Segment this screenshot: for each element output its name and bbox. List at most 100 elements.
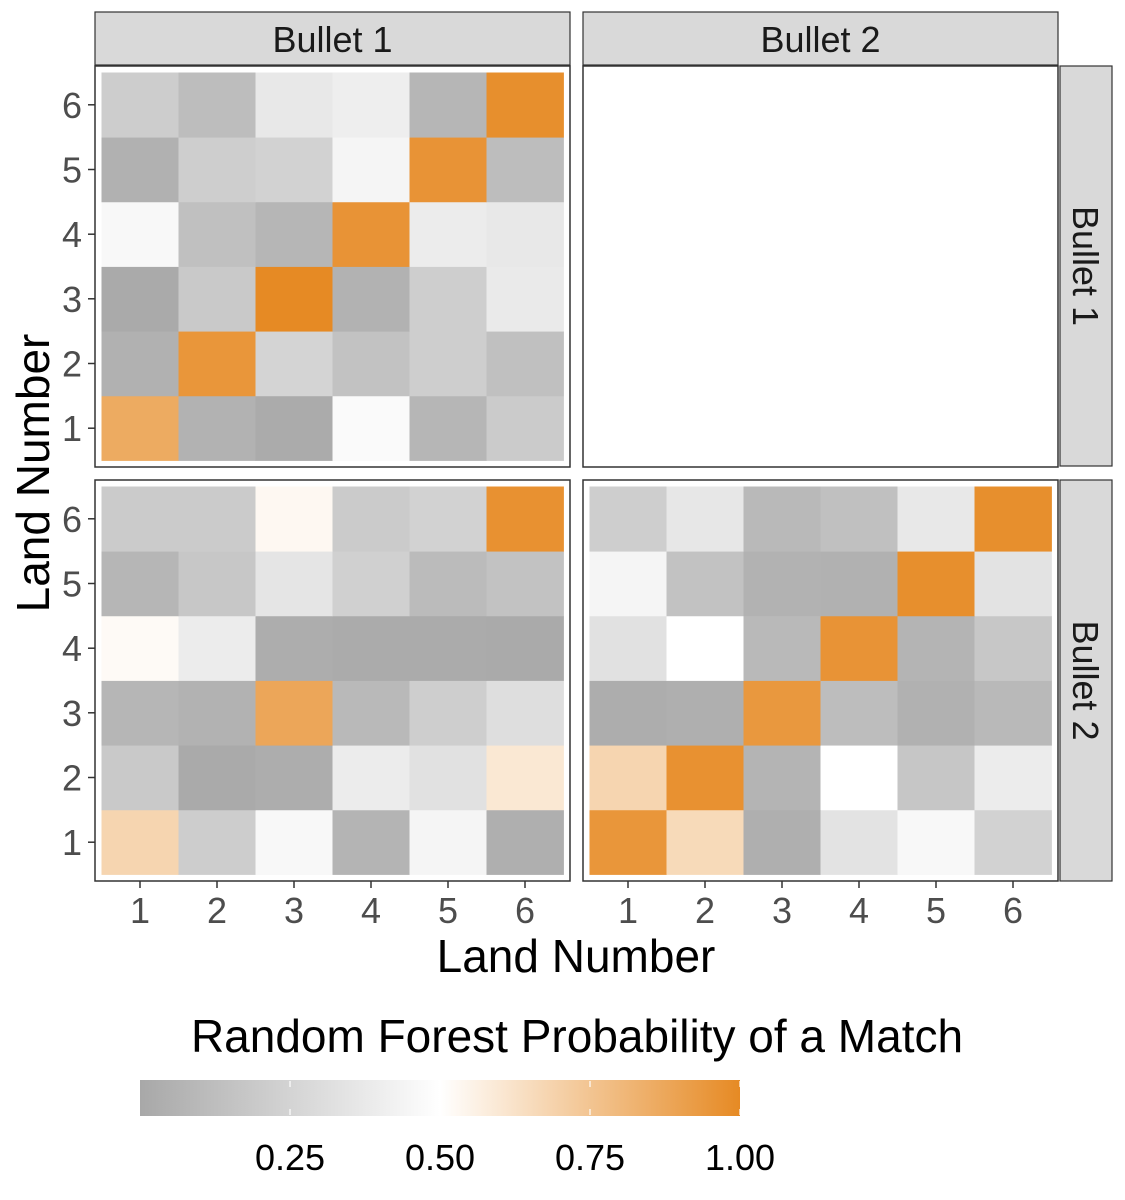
heatmap-cell <box>486 201 564 267</box>
heatmap-cell <box>178 331 256 397</box>
heatmap-cell <box>178 809 256 875</box>
heatmap-cell <box>820 680 898 746</box>
y-tick-label: 3 <box>62 693 82 734</box>
legend-title: Random Forest Probability of a Match <box>191 1010 963 1062</box>
heatmap-cell <box>666 486 744 552</box>
legend-tick-label: 0.50 <box>405 1137 475 1178</box>
heatmap-cell <box>820 615 898 681</box>
column-strip-1: Bullet 1 <box>94 11 571 66</box>
panel-1-2 <box>582 65 1059 468</box>
heatmap-cell <box>486 486 564 552</box>
row-strip-2-label: Bullet 2 <box>1065 620 1106 740</box>
heatmap-cell <box>101 615 179 681</box>
heatmap-cell <box>409 680 487 746</box>
heatmap-cell <box>409 809 487 875</box>
heatmap-cell <box>332 745 410 811</box>
heatmap-cell <box>666 615 744 681</box>
heatmap-cell <box>897 615 975 681</box>
heatmap-cell <box>255 201 333 267</box>
heatmap-cell <box>101 137 179 203</box>
heatmap-cell <box>101 331 179 397</box>
heatmap-cell <box>409 331 487 397</box>
x-axis-ticks: 1 2 3 4 5 6 1 2 3 4 5 6 <box>130 881 1023 931</box>
panel-border <box>582 65 1059 468</box>
panel-border <box>582 479 1059 882</box>
x-tick-label: 6 <box>1003 890 1023 931</box>
column-strip-1-label: Bullet 1 <box>272 19 392 60</box>
color-legend: Random Forest Probability of a Match 0.2… <box>140 1010 963 1178</box>
heatmap-cell <box>486 137 564 203</box>
heatmap-cell <box>255 615 333 681</box>
heatmap-cell <box>178 615 256 681</box>
heatmap-cell <box>589 551 667 617</box>
heatmap-cell <box>486 551 564 617</box>
x-tick-label: 4 <box>361 890 381 931</box>
legend-ticks: 0.25 0.50 0.75 1.00 <box>255 1081 775 1178</box>
panel-border <box>94 65 571 468</box>
heatmap-cell <box>332 137 410 203</box>
x-tick-label: 1 <box>618 890 638 931</box>
heatmap-cell <box>101 486 179 552</box>
heatmap-cell <box>897 486 975 552</box>
heatmap-cell <box>332 395 410 461</box>
heatmap-cell <box>486 395 564 461</box>
heatmap-cell <box>178 551 256 617</box>
heatmap-cell <box>101 266 179 332</box>
heatmap-cell <box>409 395 487 461</box>
heatmap-cell <box>409 137 487 203</box>
heatmap-cell <box>255 809 333 875</box>
heatmap-cell <box>101 745 179 811</box>
x-tick-label: 5 <box>926 890 946 931</box>
heatmap-cell <box>409 745 487 811</box>
heatmap-cell <box>666 680 744 746</box>
panel-background <box>583 66 1058 467</box>
row-strip-2: Bullet 2 <box>1059 479 1113 882</box>
heatmap-cell <box>178 395 256 461</box>
heatmap-cell <box>332 266 410 332</box>
heatmap-cell <box>332 615 410 681</box>
heatmap-cell <box>486 266 564 332</box>
heatmap-cell <box>666 551 744 617</box>
heatmap-cell <box>178 72 256 138</box>
heatmap-cell <box>743 680 821 746</box>
x-tick-label: 1 <box>130 890 150 931</box>
x-tick-label: 3 <box>284 890 304 931</box>
x-tick-label: 5 <box>438 890 458 931</box>
heatmap-cell <box>332 809 410 875</box>
heatmap-cell <box>255 395 333 461</box>
x-axis-title: Land Number <box>437 930 716 982</box>
heatmap-cell <box>409 486 487 552</box>
heatmap-cell <box>101 72 179 138</box>
heatmap-cell <box>589 615 667 681</box>
heatmap-cell <box>332 486 410 552</box>
heatmap-cell <box>178 680 256 746</box>
y-tick-label: 5 <box>62 150 82 191</box>
heatmap-cell <box>332 201 410 267</box>
heatmap-cell <box>409 615 487 681</box>
heatmap-panels <box>94 65 1059 882</box>
y-axis-ticks: 1 2 3 4 5 6 1 2 3 4 5 6 <box>62 85 95 863</box>
heatmap-cell <box>409 201 487 267</box>
heatmap-cell <box>974 809 1052 875</box>
heatmap-cell <box>255 680 333 746</box>
heatmap-cell <box>743 745 821 811</box>
heatmap-cell <box>332 680 410 746</box>
heatmap-cell <box>589 486 667 552</box>
legend-tick-label: 0.75 <box>555 1137 625 1178</box>
y-tick-label: 2 <box>62 344 82 385</box>
heatmap-cell <box>486 809 564 875</box>
panel-2-2 <box>582 479 1059 882</box>
x-tick-label: 6 <box>515 890 535 931</box>
heatmap-cell <box>255 551 333 617</box>
heatmap-cell <box>743 551 821 617</box>
column-strip-2: Bullet 2 <box>582 11 1059 66</box>
heatmap-cell <box>897 680 975 746</box>
y-tick-label: 2 <box>62 758 82 799</box>
legend-tick-label: 0.25 <box>255 1137 325 1178</box>
heatmap-cell <box>101 395 179 461</box>
x-tick-label: 4 <box>849 890 869 931</box>
heatmap-cell <box>666 745 744 811</box>
heatmap-cell <box>974 680 1052 746</box>
x-tick-label: 2 <box>695 890 715 931</box>
